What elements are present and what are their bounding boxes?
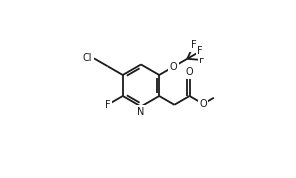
Text: F: F [191, 40, 196, 50]
Text: O: O [200, 99, 207, 109]
Text: F: F [197, 46, 203, 56]
Text: N: N [137, 106, 145, 117]
Text: O: O [186, 67, 193, 77]
Text: O: O [170, 62, 177, 72]
Text: F: F [105, 100, 110, 110]
Text: F: F [199, 55, 205, 65]
Text: Cl: Cl [83, 53, 92, 63]
